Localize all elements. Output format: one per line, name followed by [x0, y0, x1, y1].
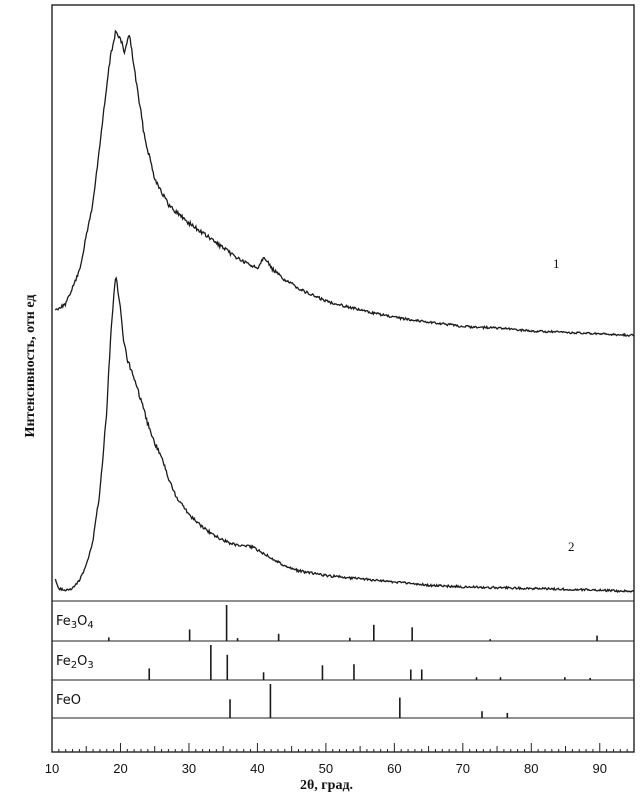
x-axis-label: 2θ, град. [300, 778, 354, 793]
x-tick-label: 50 [319, 761, 333, 776]
x-tick-label: 20 [113, 761, 127, 776]
reference-label: Fe3O4 [56, 614, 94, 631]
x-tick-label: 80 [524, 761, 538, 776]
reference-label: FeO [56, 693, 81, 708]
x-tick-label: 90 [593, 761, 607, 776]
x-tick-label: 10 [45, 761, 59, 776]
x-tick-label: 40 [250, 761, 264, 776]
plot-frame [51, 4, 635, 753]
series-1-line [54, 29, 635, 338]
x-tick-label: 70 [456, 761, 470, 776]
series-1-label: 1 [553, 256, 560, 271]
y-axis-label: Интенсивность, отн ед [23, 294, 38, 438]
series-2-label: 2 [568, 539, 575, 554]
reference-label: Fe2O3 [56, 654, 94, 671]
x-tick-label: 30 [182, 761, 196, 776]
x-tick-label: 60 [387, 761, 401, 776]
y-axis-label-box: Интенсивность, отн ед [14, 236, 48, 496]
series-2-line [54, 276, 635, 594]
